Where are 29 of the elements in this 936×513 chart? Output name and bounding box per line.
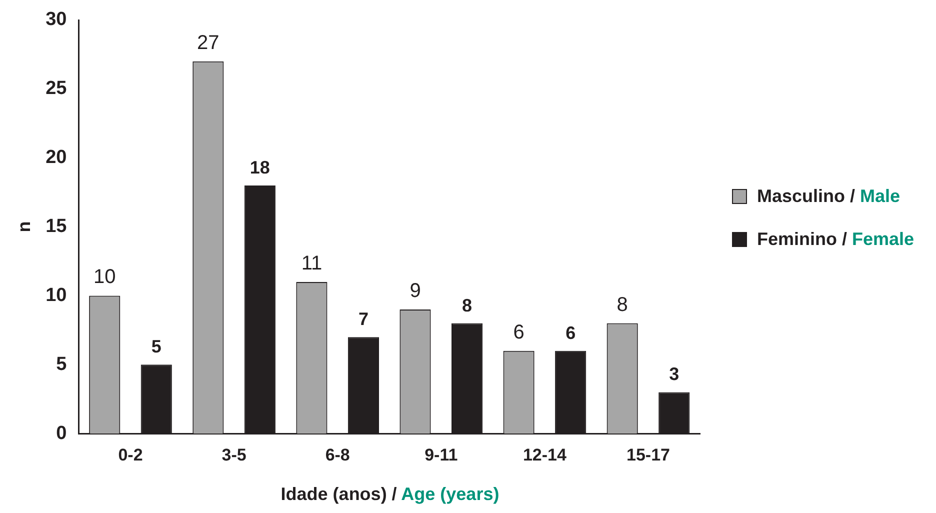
data-label: 11 bbox=[301, 252, 322, 274]
data-label: 5 bbox=[151, 336, 162, 357]
x-tick-label: 15-17 bbox=[626, 445, 670, 464]
data-label: 8 bbox=[616, 294, 628, 316]
x-tick-label: 0-2 bbox=[118, 445, 143, 464]
data-label: 10 bbox=[93, 266, 116, 288]
data-label: 3 bbox=[669, 364, 680, 384]
x-tick-label: 9-11 bbox=[424, 445, 458, 464]
legend-label: Masculino / Male bbox=[757, 186, 900, 207]
y-tick-label: 25 bbox=[46, 78, 68, 100]
y-tick-label: 15 bbox=[46, 216, 68, 238]
x-axis-title: Idade (anos) / Age (years) bbox=[280, 484, 500, 505]
data-label: 7 bbox=[358, 309, 368, 330]
data-label: 6 bbox=[566, 322, 576, 343]
data-label: 9 bbox=[410, 280, 421, 302]
y-tick-label: 5 bbox=[56, 354, 68, 375]
data-label: 27 bbox=[197, 32, 220, 54]
data-label: 8 bbox=[462, 295, 472, 316]
x-tick-label: 6-8 bbox=[325, 445, 350, 464]
y-tick-label: 30 bbox=[46, 9, 67, 30]
y-axis-title: n bbox=[14, 221, 34, 232]
legend-label: Feminino / Female bbox=[757, 229, 914, 250]
data-label: 6 bbox=[513, 321, 524, 344]
x-tick-label: 3-5 bbox=[222, 445, 246, 464]
data-label: 18 bbox=[250, 157, 270, 178]
x-tick-label: 12-14 bbox=[522, 445, 567, 464]
y-tick-label: 10 bbox=[46, 284, 67, 306]
y-tick-label: 20 bbox=[46, 147, 67, 168]
y-tick-label: 0 bbox=[56, 422, 67, 444]
